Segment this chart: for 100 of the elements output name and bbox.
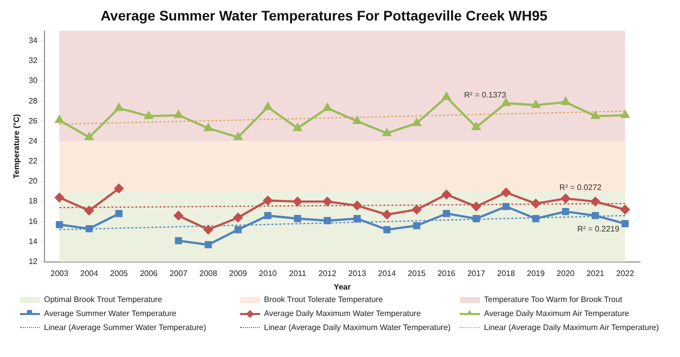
annotation: R² = 0.1373 [464,90,507,100]
x-tick-label: 2006 [140,268,158,278]
legend-label: Average Daily Maximum Air Temperature [484,309,630,318]
point [560,194,570,204]
legend-label: Brook Trout Tolerate Temperature [264,295,383,304]
point [442,92,451,100]
point [472,122,480,130]
x-axis-title: Year [334,282,351,292]
x-tick-label: 2013 [348,268,367,278]
point [382,128,392,136]
point [234,132,242,140]
point [352,200,362,210]
point [204,241,212,248]
point [502,202,510,210]
point [591,112,600,120]
x-tick-label: 2005 [110,268,128,278]
point [532,215,540,222]
x-tick-label: 2004 [80,268,99,278]
point [383,226,390,234]
x-tick-label: 2014 [378,268,396,278]
point [55,116,64,124]
point [115,210,123,218]
point [144,112,153,120]
point [114,184,124,194]
point [56,221,63,228]
y-tick-label: 18 [28,196,38,206]
x-tick-label: 2010 [258,268,278,278]
point [412,118,421,126]
y-tick-label: 22 [28,156,38,166]
x-tick-label: 2022 [616,268,635,278]
legend-label: Linear (Average Summer Water Temperature) [44,323,206,332]
point [293,124,302,132]
point [85,132,94,140]
point [382,210,392,220]
x-tick-label: 2019 [526,268,546,278]
y-tick-label: 30 [28,76,38,86]
point [263,196,272,206]
legend-label: Linear (Average Daily Maximum Water Temperature) [264,323,451,332]
point [174,237,182,244]
point [322,196,332,206]
y-axis-title: Temperature (°C) [12,114,22,179]
point [531,198,540,208]
y-tick-label: 24 [28,136,38,146]
point [413,222,420,230]
x-tick-label: 2017 [467,268,486,278]
legend-label: Temperature Too Warm for Brook Trout [484,295,622,304]
point [620,110,630,118]
point [353,116,362,124]
point [264,212,272,220]
legend-label: Average Daily Maximum Water Temperature [264,309,421,318]
point [354,215,361,222]
y-tick-label: 32 [28,56,38,66]
point [294,215,302,222]
y-tick-label: 14 [28,236,38,246]
legend-label: Optimal Brook Trout Temperature [44,295,162,304]
point [204,124,212,132]
point [590,196,600,206]
point [532,100,540,108]
point [174,110,183,118]
x-tick-label: 2007 [170,268,188,278]
y-tick-label: 20 [28,176,38,186]
y-tick-label: 26 [28,116,38,126]
point [501,188,511,198]
point [412,204,422,214]
chart-title: Average Summer Water Temperatures For Pottageville Creek WH95 [100,7,548,24]
x-tick-label: 2020 [556,268,576,278]
point [323,104,332,111]
legend-label: Average Summer Water Temperature [44,309,176,318]
x-tick-label: 2015 [408,268,426,278]
x-tick-label: 2021 [586,268,605,278]
y-tick-label: 12 [28,257,38,266]
point [472,215,480,222]
legend-label: Linear (Average Daily Maximum Air Temperature) [484,323,659,332]
annotation: R² = 0.2219 [577,224,620,234]
point [502,98,510,106]
x-tick-label: 2008 [199,268,218,278]
point [86,225,93,232]
y-tick-label: 28 [28,96,38,106]
point [292,196,302,206]
point [324,217,331,224]
point [472,202,481,212]
x-tick-label: 2011 [288,268,307,278]
point [174,211,184,220]
y-tick-label: 16 [28,216,38,226]
point [204,225,213,234]
point [442,210,450,218]
point [233,213,243,222]
x-tick-label: 2016 [438,268,456,278]
annotation: R² = 0.0272 [559,183,602,192]
point [84,206,94,216]
x-tick-label: 2009 [229,268,248,278]
point [622,220,629,228]
x-tick-label: 2012 [318,268,337,278]
point [620,204,630,214]
point [592,212,599,220]
point [264,102,272,110]
point [562,208,570,216]
x-tick-label: 2018 [497,268,516,278]
point [442,190,452,200]
y-tick-label: 34 [28,36,38,46]
